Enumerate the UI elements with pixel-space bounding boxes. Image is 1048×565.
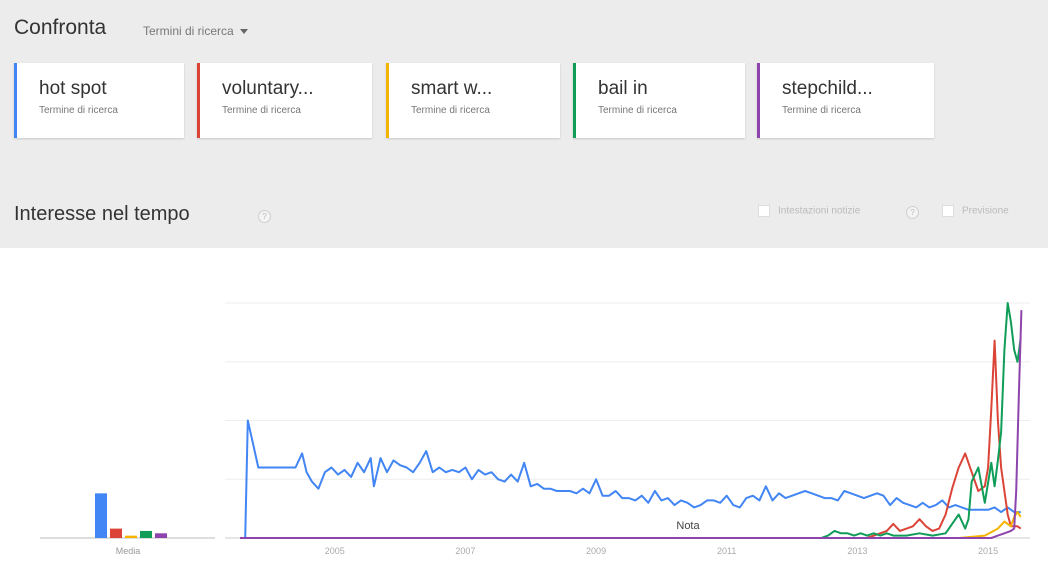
news-headlines-option[interactable]: Intestazioni notizie [758, 205, 860, 217]
x-tick-label: 2007 [455, 546, 475, 556]
term-name: hot spot [39, 78, 107, 99]
series-line[interactable] [240, 419, 1021, 539]
forecast-label: Previsione [962, 205, 1009, 217]
term-subtitle: Termine di ricerca [39, 105, 118, 116]
term-card-hot-spot[interactable]: hot spot Termine di ricerca [14, 63, 184, 138]
term-subtitle: Termine di ricerca [222, 105, 301, 116]
average-bar[interactable] [95, 493, 107, 538]
compare-type-dropdown[interactable]: Termini di ricerca [143, 24, 248, 38]
average-bars [95, 493, 167, 538]
news-help-icon[interactable]: ? [906, 206, 919, 219]
compare-type-label: Termini di ricerca [143, 24, 234, 38]
chart-series-lines [240, 302, 1023, 539]
interest-chart: 2005 2007 2009 2011 2013 2015 Media Nota [40, 302, 1030, 556]
forecast-checkbox[interactable] [942, 205, 954, 217]
term-subtitle: Termine di ricerca [598, 105, 677, 116]
x-axis-ticks: 2005 2007 2009 2011 2013 2015 [325, 546, 998, 556]
forecast-option[interactable]: Previsione [942, 205, 1009, 217]
note-label[interactable]: Nota [676, 520, 700, 532]
term-card-stepchild[interactable]: stepchild... Termine di ricerca [757, 63, 934, 138]
term-card-voluntary[interactable]: voluntary... Termine di ricerca [197, 63, 372, 138]
term-name: voluntary... [222, 78, 314, 99]
average-bar[interactable] [155, 533, 167, 538]
help-icon[interactable]: ? [258, 210, 271, 223]
x-tick-label: 2013 [847, 546, 867, 556]
news-headlines-checkbox[interactable] [758, 205, 770, 217]
series-line[interactable] [240, 511, 1022, 539]
interest-over-time-title: Interesse nel tempo [14, 203, 190, 225]
term-card-smart-w[interactable]: smart w... Termine di ricerca [386, 63, 560, 138]
compare-title: Confronta [14, 16, 107, 39]
caret-down-icon [239, 29, 248, 35]
news-headlines-label: Intestazioni notizie [778, 205, 861, 217]
term-card-bail-in[interactable]: bail in Termine di ricerca [573, 63, 745, 138]
chart-gridlines [40, 302, 1030, 539]
series-line[interactable] [240, 302, 1022, 539]
term-name: stepchild... [782, 78, 873, 99]
term-name: bail in [598, 78, 648, 99]
series-line[interactable] [240, 310, 1023, 539]
x-tick-label: 2015 [978, 546, 998, 556]
term-name: smart w... [411, 78, 493, 99]
average-bar[interactable] [110, 528, 122, 538]
average-bar[interactable] [125, 535, 137, 538]
x-tick-label: 2011 [717, 546, 736, 556]
x-tick-label: 2009 [586, 546, 606, 556]
term-subtitle: Termine di ricerca [782, 105, 861, 116]
series-line[interactable] [240, 339, 1022, 539]
term-subtitle: Termine di ricerca [411, 105, 490, 116]
average-label: Media [116, 546, 141, 556]
x-tick-label: 2005 [325, 546, 345, 556]
average-bar[interactable] [140, 530, 152, 538]
